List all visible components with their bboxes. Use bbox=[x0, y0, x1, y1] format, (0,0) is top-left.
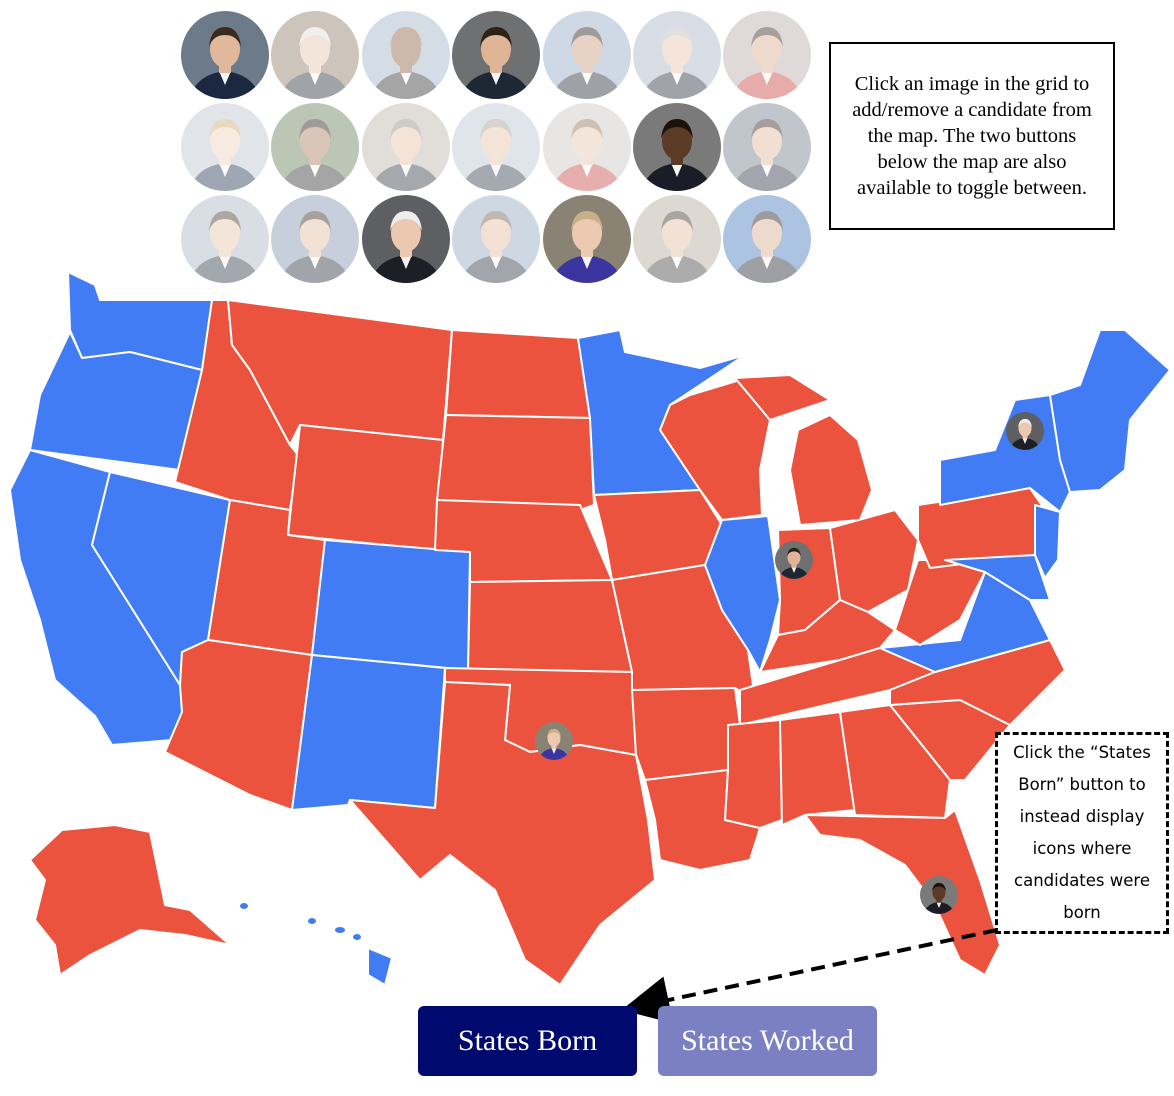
state-wisconsin[interactable] bbox=[659, 379, 771, 521]
candidate-portrait[interactable] bbox=[633, 103, 721, 191]
candidate-portrait[interactable] bbox=[181, 195, 269, 283]
state-south-dakota[interactable] bbox=[436, 414, 595, 511]
state-alaska[interactable] bbox=[29, 824, 231, 976]
state-maryland-delaware[interactable] bbox=[944, 554, 1051, 601]
states-born-button[interactable]: States Born bbox=[418, 1006, 637, 1076]
candidate-portrait[interactable] bbox=[542, 195, 631, 283]
candidate-portrait[interactable] bbox=[542, 11, 631, 99]
us-map bbox=[9, 271, 1171, 986]
map-candidate-pin bbox=[775, 541, 813, 579]
state-new-jersey[interactable] bbox=[1034, 504, 1061, 579]
state-new-mexico[interactable] bbox=[291, 654, 446, 811]
candidate-portrait[interactable] bbox=[361, 195, 450, 283]
candidate-portrait[interactable] bbox=[181, 103, 269, 191]
callout-box: Click the “States Born” button to instea… bbox=[995, 732, 1169, 934]
state-north-dakota[interactable] bbox=[445, 329, 591, 419]
state-texas[interactable] bbox=[349, 681, 656, 986]
candidate-portrait[interactable] bbox=[723, 11, 812, 99]
candidate-portrait[interactable] bbox=[271, 11, 360, 99]
candidate-portrait[interactable] bbox=[633, 11, 721, 99]
state-kansas[interactable] bbox=[467, 579, 633, 673]
state-michigan[interactable] bbox=[734, 374, 873, 526]
map-candidate-pin bbox=[1006, 412, 1044, 450]
instructions-text: Click an image in the grid to add/remove… bbox=[852, 73, 1092, 199]
candidate-portrait[interactable] bbox=[723, 103, 812, 191]
candidate-portrait[interactable] bbox=[542, 103, 631, 191]
candidate-portrait[interactable] bbox=[452, 195, 541, 283]
instructions-box: Click an image in the grid to add/remove… bbox=[829, 42, 1115, 230]
state-hawaii[interactable] bbox=[238, 901, 393, 986]
candidate-portrait[interactable] bbox=[723, 195, 812, 283]
candidate-portrait[interactable] bbox=[271, 195, 360, 283]
candidate-portrait[interactable] bbox=[271, 103, 360, 191]
state-florida[interactable] bbox=[804, 809, 1001, 976]
candidate-portrait[interactable] bbox=[452, 103, 541, 191]
candidate-portrait[interactable] bbox=[181, 11, 269, 99]
callout-text: Click the “States Born” button to instea… bbox=[1013, 743, 1151, 922]
states-worked-button[interactable]: States Worked bbox=[658, 1006, 877, 1076]
state-alabama[interactable] bbox=[779, 711, 856, 826]
candidate-portrait[interactable] bbox=[361, 103, 450, 191]
state-arizona[interactable] bbox=[164, 639, 313, 811]
candidate-portrait[interactable] bbox=[633, 195, 721, 283]
state-wyoming[interactable] bbox=[287, 424, 444, 551]
candidate-portrait[interactable] bbox=[361, 11, 450, 99]
map-candidate-pin bbox=[920, 876, 958, 914]
state-arkansas[interactable] bbox=[631, 687, 741, 781]
state-colorado[interactable] bbox=[311, 539, 471, 671]
candidate-grid bbox=[181, 11, 813, 283]
state-new-england[interactable] bbox=[1049, 329, 1171, 493]
state-mississippi[interactable] bbox=[724, 719, 783, 829]
candidate-portrait[interactable] bbox=[452, 11, 541, 99]
map-candidate-pin bbox=[535, 722, 573, 760]
state-georgia[interactable] bbox=[839, 704, 951, 819]
